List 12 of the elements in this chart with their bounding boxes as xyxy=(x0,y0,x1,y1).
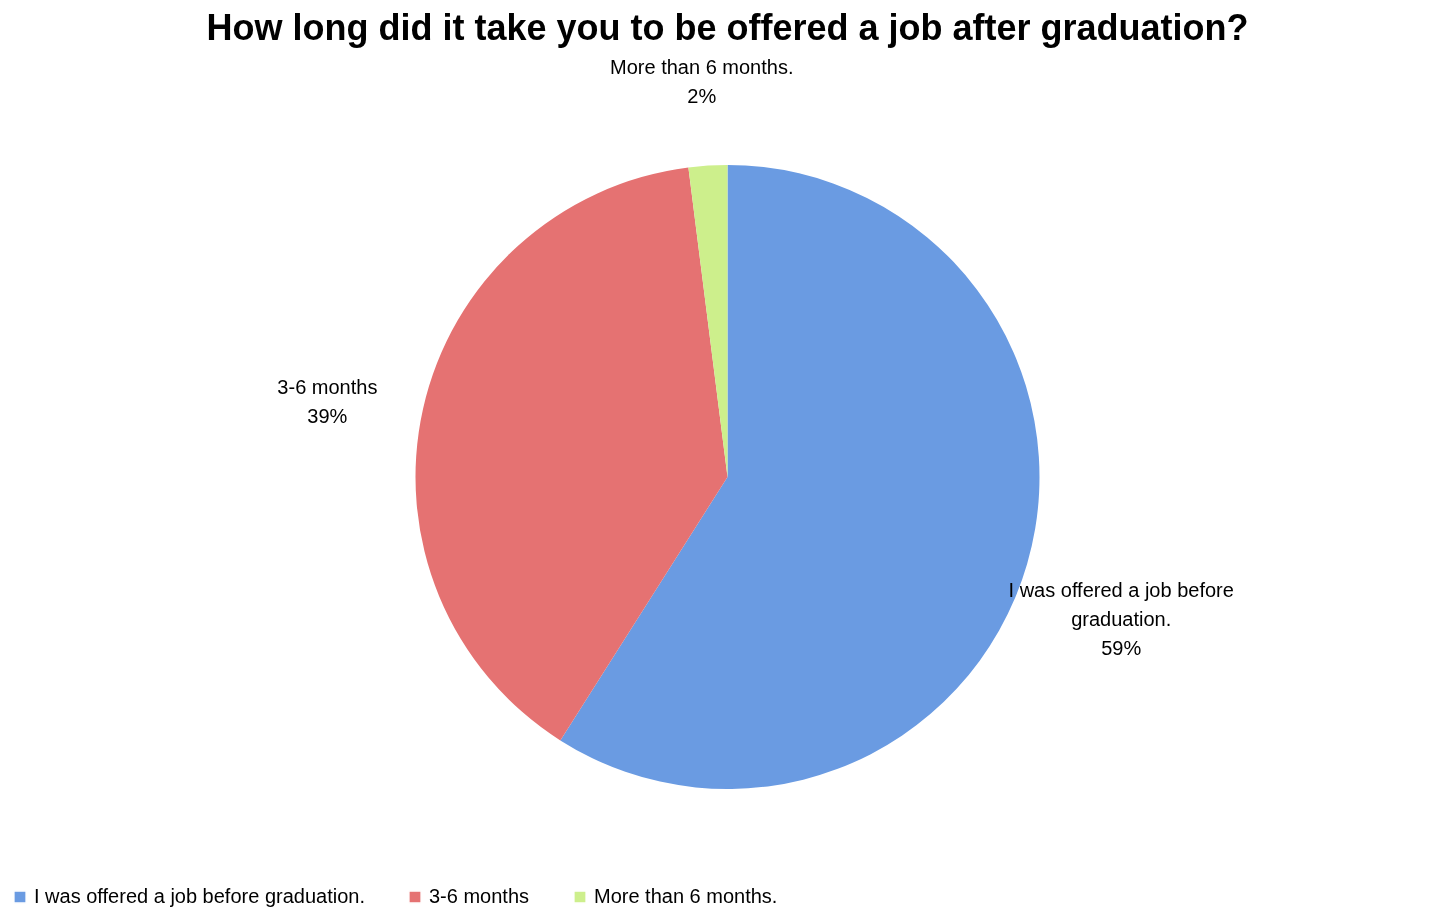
pie-slice xyxy=(415,167,728,741)
legend-label: 3-6 months xyxy=(429,885,530,907)
pie-slice xyxy=(688,165,728,477)
data-label: 2% xyxy=(687,84,717,107)
legend-label: I was offered a job before graduation. xyxy=(34,885,365,907)
data-label: 39% xyxy=(307,404,348,427)
slice-label: I was offered a job before graduation. xyxy=(1008,579,1234,631)
legend-label: More than 6 months. xyxy=(594,885,778,907)
slice-label: More than 6 months. xyxy=(610,55,794,78)
data-label: 59% xyxy=(1101,637,1142,660)
chart-title: How long did it take you to be offered a job after graduation? xyxy=(206,6,1249,48)
slice-label: 3-6 months xyxy=(277,375,378,398)
